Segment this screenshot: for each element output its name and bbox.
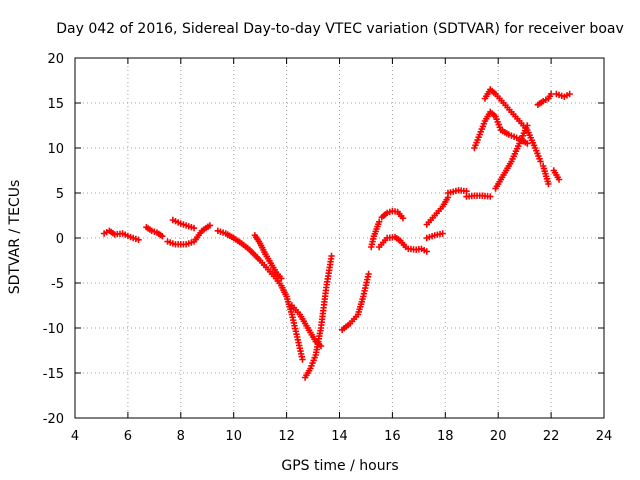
data-point xyxy=(439,230,446,237)
x-tick-label: 10 xyxy=(225,429,242,444)
data-point xyxy=(190,224,198,232)
data-point xyxy=(555,176,563,183)
data-points xyxy=(100,86,573,381)
y-tick-label: -20 xyxy=(43,412,64,427)
data-point xyxy=(524,140,531,147)
x-tick-label: 24 xyxy=(596,429,613,444)
y-tick-label: 15 xyxy=(47,97,64,112)
x-axis-label: GPS time / hours xyxy=(281,458,398,474)
data-point xyxy=(206,222,214,229)
data-point xyxy=(375,218,383,225)
data-point xyxy=(566,90,573,98)
data-point xyxy=(135,236,142,243)
data-point xyxy=(299,356,306,363)
data-point xyxy=(423,248,430,255)
y-tick-label: 20 xyxy=(47,52,64,67)
x-tick-label: 4 xyxy=(71,429,79,444)
y-axis-label: SDTVAR / TECUs xyxy=(7,180,23,295)
y-tick-label: -10 xyxy=(43,322,64,337)
x-tick-label: 18 xyxy=(437,429,454,444)
y-tick-label: 0 xyxy=(56,232,64,247)
y-tick-label: 5 xyxy=(56,187,64,202)
x-tick-label: 14 xyxy=(331,429,348,444)
data-point xyxy=(487,193,494,200)
y-tick-label: -15 xyxy=(43,367,64,382)
data-point xyxy=(537,158,544,165)
x-tick-label: 22 xyxy=(543,429,560,444)
data-point xyxy=(545,180,552,188)
data-point xyxy=(399,215,407,222)
x-tick-label: 8 xyxy=(177,429,185,444)
x-tick-label: 12 xyxy=(278,429,295,444)
data-point xyxy=(524,122,531,129)
y-tick-labels: -20 -15 -10 -5 0 5 10 15 20 xyxy=(43,52,64,427)
x-tick-label: 16 xyxy=(384,429,401,444)
data-point xyxy=(328,252,335,260)
data-point xyxy=(365,270,372,278)
y-tick-label: 10 xyxy=(47,142,64,157)
data-point xyxy=(159,233,166,240)
plot-frame xyxy=(74,57,605,419)
x-tick-label: 20 xyxy=(490,429,507,444)
data-point xyxy=(278,275,285,282)
y-tick-label: -5 xyxy=(51,277,64,292)
data-point xyxy=(463,188,470,195)
x-tick-label: 6 xyxy=(124,429,132,444)
chart-title: Day 042 of 2016, Sidereal Day-to-day VTE… xyxy=(56,21,624,37)
x-tick-labels: 4 6 8 10 12 14 16 18 20 22 24 xyxy=(71,429,612,444)
